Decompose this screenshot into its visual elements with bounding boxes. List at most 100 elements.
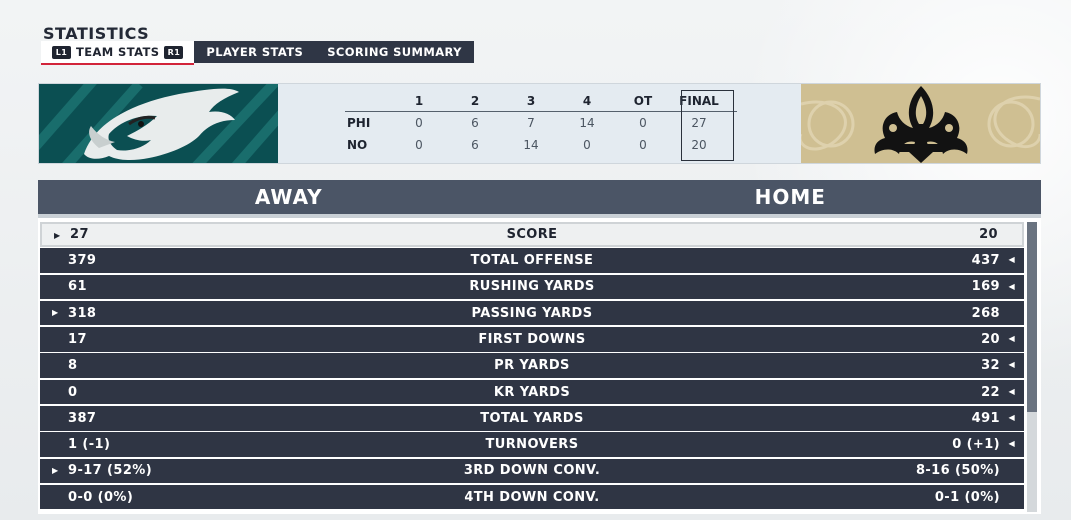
- team-abbr: NO: [347, 138, 368, 152]
- home-value: 268: [971, 305, 1000, 321]
- tab-bar: L1 TEAM STATS R1 PLAYER STATS SCORING SU…: [41, 41, 474, 65]
- stat-label: PASSING YARDS: [471, 305, 593, 321]
- quarter-score: 0: [415, 138, 423, 152]
- tab-scoring-summary-label: SCORING SUMMARY: [327, 45, 462, 59]
- tab-scoring-summary[interactable]: SCORING SUMMARY: [315, 41, 474, 63]
- home-value: 32: [981, 358, 1000, 374]
- stats-rows: ▶ 27 SCORE 20 379 TOTAL OFFENSE 437 ◀ 61…: [40, 222, 1024, 511]
- col-q2: 2: [470, 93, 480, 108]
- stat-row-rushing-yards[interactable]: 61 RUSHING YARDS 169 ◀: [40, 274, 1024, 300]
- line-score-row-home: NO 0 6 14 0 0 20: [345, 134, 737, 156]
- leader-arrow-icon: ▶: [52, 307, 59, 317]
- final-score: 20: [691, 138, 707, 152]
- away-header: AWAY: [254, 185, 323, 209]
- quarter-score: 0: [415, 116, 423, 130]
- away-value: 0-0 (0%): [68, 489, 134, 505]
- away-value: 17: [68, 331, 87, 347]
- stat-label: FIRST DOWNS: [478, 331, 586, 347]
- quarter-score: 14: [579, 116, 595, 130]
- away-value: 1 (-1): [68, 437, 111, 453]
- leader-arrow-icon: ◀: [1008, 360, 1015, 370]
- away-value: 9-17 (52%): [68, 463, 153, 479]
- leader-arrow-icon: ▶: [54, 231, 61, 240]
- ot-score: 0: [639, 138, 647, 152]
- home-value: 491: [971, 410, 1000, 426]
- col-final: FINAL: [679, 93, 719, 108]
- stat-label: TOTAL YARDS: [480, 410, 584, 426]
- eagles-logo-icon: [39, 84, 278, 163]
- leader-arrow-icon: ◀: [1008, 255, 1015, 265]
- home-value: 0 (+1): [952, 437, 1000, 453]
- stats-header: AWAY HOME: [38, 180, 1041, 218]
- stat-label: 4TH DOWN CONV.: [464, 489, 600, 505]
- stat-label: 3RD DOWN CONV.: [463, 463, 601, 479]
- home-header: HOME: [754, 185, 826, 209]
- stat-row-turnovers[interactable]: 1 (-1) TURNOVERS 0 (+1) ◀: [40, 432, 1024, 457]
- stat-label: SCORE: [506, 226, 558, 242]
- final-score: 27: [691, 116, 707, 130]
- home-value: 20: [979, 226, 998, 242]
- stat-row-total-yards[interactable]: 387 TOTAL YARDS 491 ◀: [40, 406, 1024, 431]
- stat-row-score[interactable]: ▶ 27 SCORE 20: [40, 222, 1024, 247]
- quarter-score: 14: [523, 138, 539, 152]
- leader-arrow-icon: ▶: [52, 465, 59, 475]
- team-abbr: PHI: [347, 116, 371, 130]
- stat-row-passing-yards[interactable]: ▶ 318 PASSING YARDS 268: [40, 300, 1024, 326]
- col-q3: 3: [526, 93, 536, 108]
- leader-arrow-icon: ◀: [1008, 281, 1015, 291]
- tab-team-stats[interactable]: L1 TEAM STATS R1: [41, 41, 195, 65]
- leader-arrow-icon: ◀: [1008, 386, 1015, 396]
- home-value: 22: [981, 384, 1000, 400]
- page-title: STATISTICS: [43, 24, 150, 43]
- home-value: 0-1 (0%): [934, 489, 1000, 505]
- r1-button-hint: R1: [164, 45, 184, 59]
- scroll-thumb[interactable]: [1027, 222, 1037, 412]
- final-column-box: [681, 90, 734, 161]
- away-value: 8: [68, 358, 78, 374]
- fleur-de-lis-logo-icon: [801, 84, 1040, 163]
- home-value: 437: [971, 253, 1000, 269]
- quarter-score: 6: [471, 138, 479, 152]
- leader-arrow-icon: ◀: [1008, 439, 1015, 449]
- team-stats-table: AWAY HOME ▶ 27 SCORE 20 379 TOTAL OFFENS…: [38, 180, 1041, 514]
- line-score-panel: 1 2 3 4 OT FINAL PHI 0 6 7 14 0 27 NO 0 …: [38, 83, 1041, 164]
- line-score-row-away: PHI 0 6 7 14 0 27: [345, 112, 737, 134]
- home-value: 20: [981, 331, 1000, 347]
- leader-arrow-icon: ◀: [1008, 413, 1015, 423]
- line-score-table: 1 2 3 4 OT FINAL PHI 0 6 7 14 0 27 NO 0 …: [345, 90, 737, 156]
- stat-row-pr-yards[interactable]: 8 PR YARDS 32 ◀: [40, 353, 1024, 378]
- stat-row-first-downs[interactable]: 17 FIRST DOWNS 20 ◀: [40, 327, 1024, 352]
- stat-row-total-offense[interactable]: 379 TOTAL OFFENSE 437 ◀: [40, 248, 1024, 273]
- stat-label: PR YARDS: [494, 358, 570, 374]
- tab-player-stats-label: PLAYER STATS: [206, 45, 304, 59]
- quarter-score: 6: [471, 116, 479, 130]
- stat-label: KR YARDS: [493, 384, 571, 400]
- stats-scrollbar[interactable]: [1027, 222, 1037, 512]
- away-value: 379: [68, 253, 97, 269]
- stat-row-kr-yards[interactable]: 0 KR YARDS 22 ◀: [40, 379, 1024, 405]
- away-value: 318: [68, 305, 97, 321]
- col-q1: 1: [414, 93, 424, 108]
- stat-row-3rd-down-conv[interactable]: ▶ 9-17 (52%) 3RD DOWN CONV. 8-16 (50%): [40, 458, 1024, 484]
- line-score-header: 1 2 3 4 OT FINAL: [345, 90, 737, 112]
- stat-label: TOTAL OFFENSE: [470, 253, 594, 269]
- tab-team-stats-label: TEAM STATS: [76, 45, 160, 59]
- stat-row-4th-down-conv[interactable]: 0-0 (0%) 4TH DOWN CONV. 0-1 (0%): [40, 484, 1024, 510]
- col-q4: 4: [582, 93, 592, 108]
- ot-score: 0: [639, 116, 647, 130]
- stat-label: TURNOVERS: [485, 437, 579, 453]
- away-value: 27: [70, 226, 89, 242]
- l1-button-hint: L1: [52, 45, 71, 59]
- stat-label: RUSHING YARDS: [469, 279, 595, 295]
- quarter-score: 0: [583, 138, 591, 152]
- col-ot: OT: [633, 93, 653, 108]
- away-value: 61: [68, 279, 87, 295]
- away-value: 0: [68, 384, 78, 400]
- quarter-score: 7: [527, 116, 535, 130]
- leader-arrow-icon: ◀: [1008, 334, 1015, 344]
- home-value: 8-16 (50%): [915, 463, 1000, 479]
- tab-player-stats[interactable]: PLAYER STATS: [194, 41, 316, 63]
- away-value: 387: [68, 410, 97, 426]
- home-value: 169: [971, 279, 1000, 295]
